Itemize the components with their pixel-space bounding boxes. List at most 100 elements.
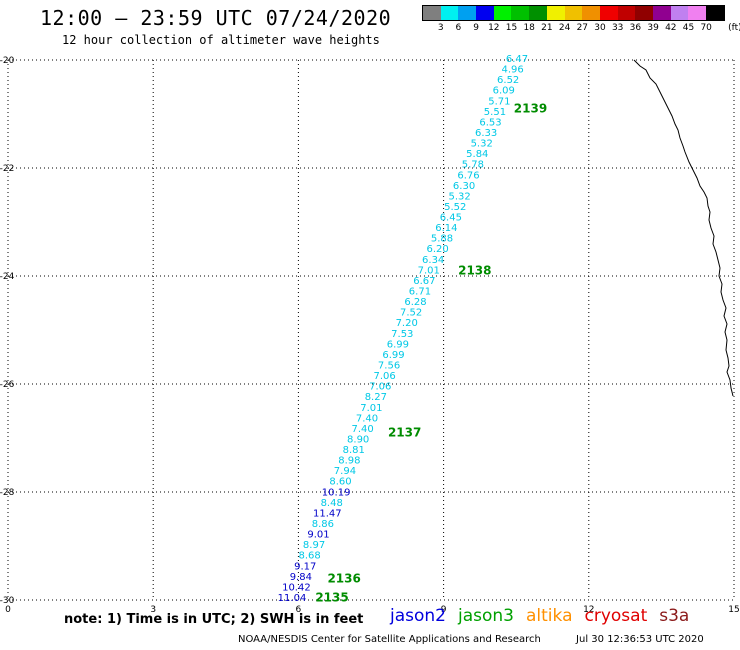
legend-unit: (ft): [728, 23, 740, 33]
track-value: 8.68: [299, 551, 321, 562]
track-value: 6.52: [497, 75, 519, 86]
satellite-s3a: s3a: [659, 606, 690, 626]
track-value: 5.32: [449, 191, 471, 202]
coastline: [633, 59, 734, 397]
legend-swatch: [599, 6, 618, 20]
lon-tick-label: 3: [150, 605, 156, 615]
track-value: 7.01: [418, 265, 440, 276]
track-value: 8.98: [338, 456, 360, 467]
track-value: 8.60: [329, 477, 351, 488]
satellite-jason3: jason3: [458, 606, 514, 626]
map-grid: [7, 59, 735, 601]
track-value: 6.53: [479, 117, 501, 128]
legend-label: 27: [576, 23, 589, 33]
legend-swatch: [511, 6, 530, 20]
pass-label: 2137: [388, 426, 421, 440]
track-value: 9.01: [307, 530, 329, 541]
lat-tick-label: -22: [0, 164, 14, 174]
track-value: 11.47: [313, 508, 342, 519]
track-value: 9.17: [294, 561, 316, 572]
legend-swatch: [617, 6, 636, 20]
legend-label: 42: [665, 23, 677, 33]
satellite-cryosat: cryosat: [584, 606, 648, 626]
legend-label: 24: [558, 23, 571, 33]
lon-tick-label: 6: [296, 605, 302, 615]
legend-swatch: [582, 6, 600, 20]
track-value: 5.32: [471, 139, 493, 150]
legend-swatch: [493, 6, 512, 20]
track-value: 7.52: [400, 308, 422, 319]
legend-label: 45: [682, 23, 695, 33]
legend-swatch: [458, 6, 477, 20]
track-value: 7.40: [351, 424, 373, 435]
track-pass-labels: 2139 2138 2137 2136 2135: [315, 102, 547, 605]
note-text: note: 1) Time is in UTC; 2) SWH is in fe…: [64, 612, 364, 627]
lon-tick-label: 15: [728, 605, 739, 615]
lat-tick-label: -28: [0, 488, 15, 498]
legend-swatch: [546, 6, 565, 20]
track-value: 4.96: [501, 65, 523, 76]
pass-label: 2136: [327, 571, 360, 585]
legend-label: 36: [629, 23, 642, 33]
track-value: 5.71: [488, 96, 510, 107]
footer-timestamp: Jul 30 12:36:53 UTC 2020: [576, 634, 704, 645]
lat-tick-label: -20: [0, 56, 15, 66]
legend-swatch: [688, 6, 706, 20]
legend-label: 12: [488, 23, 500, 33]
track-value: 6.71: [409, 287, 431, 298]
track-value: 6.14: [435, 223, 457, 234]
track-value: 8.90: [347, 434, 369, 445]
track-value: 6.47: [506, 54, 528, 65]
map-title: 12:00 – 23:59 UTC 07/24/2020: [40, 6, 392, 30]
lat-tick-label: -24: [0, 272, 15, 282]
pass-label: 2138: [458, 264, 491, 278]
legend-swatch: [476, 6, 494, 20]
track-value: 7.01: [360, 403, 382, 414]
legend-label: 21: [541, 23, 553, 33]
axis-tick-labels: -20 -22 -24 -26 -28 -300 3 6 9 12 15: [0, 56, 740, 615]
legend-swatch: [652, 6, 671, 20]
track-value: 7.56: [378, 360, 400, 371]
track-value: 6.33: [475, 128, 497, 139]
track-value: 6.30: [453, 181, 475, 192]
track-value: 7.20: [396, 318, 418, 329]
footer-credit: NOAA/NESDIS Center for Satellite Applica…: [238, 634, 541, 645]
legend-label: 18: [523, 23, 535, 33]
track-value: 5.84: [466, 149, 488, 160]
track-value: 6.99: [382, 350, 404, 361]
legend-swatch: [564, 6, 583, 20]
track-value: 7.06: [374, 371, 396, 382]
lat-tick-label: -30: [0, 596, 15, 606]
track-value: 11.04: [278, 593, 307, 604]
legend-swatch: [529, 6, 547, 20]
satellite-legend: jason2 jason3 altika cryosat s3a: [390, 606, 701, 626]
track-value: 8.86: [312, 519, 334, 530]
track-value: 7.06: [369, 382, 391, 393]
track-value: 6.09: [493, 86, 515, 97]
track-value: 5.51: [484, 107, 506, 118]
track-value: 7.94: [334, 466, 356, 477]
lat-tick-label: -26: [0, 380, 15, 390]
pass-label: 2135: [315, 590, 348, 604]
satellite-altika: altika: [526, 606, 573, 626]
legend-swatch: [423, 6, 441, 20]
track-value: 6.76: [457, 170, 479, 181]
track-value: 6.20: [426, 244, 448, 255]
legend-label: 15: [505, 23, 518, 33]
track-value: 8.81: [343, 445, 365, 456]
track-value: 10.42: [282, 582, 311, 593]
track-value: 5.88: [431, 234, 453, 245]
track-value: 6.45: [440, 213, 462, 224]
track-value: 8.48: [321, 498, 343, 509]
legend-label: 3: [437, 23, 444, 33]
track-value: 5.78: [462, 160, 484, 171]
track-value: 6.28: [404, 297, 426, 308]
legend-label: 6: [455, 23, 462, 33]
legend-swatch: [670, 6, 689, 20]
lon-tick-label: 0: [5, 605, 11, 615]
lon-tick-label: 12: [583, 605, 594, 615]
satellite-jason2: jason2: [390, 606, 446, 626]
